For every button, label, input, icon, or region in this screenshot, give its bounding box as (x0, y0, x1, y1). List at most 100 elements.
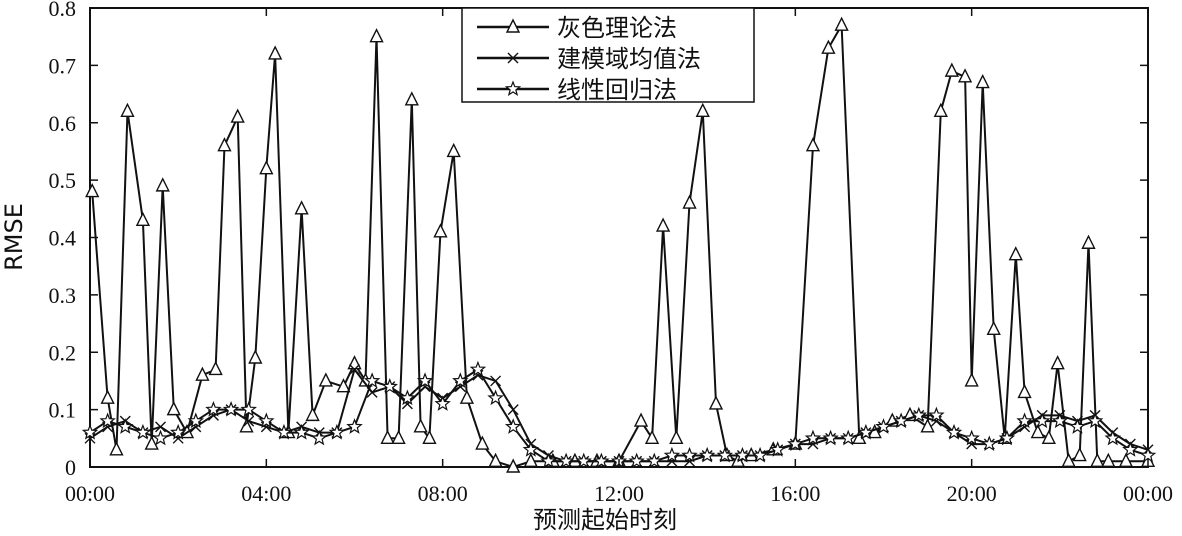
x-tick-label: 08:00 (418, 481, 468, 506)
data-point-triangle (109, 441, 124, 456)
plot-area: 00:00 04:00 08:00 12:00 16:00 20:00 00:0000.10… (49, 0, 1174, 506)
data-point-star (839, 429, 857, 446)
data-point-triangle (975, 74, 990, 89)
data-point-triangle (208, 360, 223, 376)
data-point-star (998, 429, 1016, 446)
data-point-triangle (1008, 246, 1023, 261)
data-point-triangle (433, 223, 448, 238)
data-point-star (910, 406, 928, 423)
data-point-star (152, 429, 169, 446)
legend-label: 建模域均值法 (557, 45, 701, 73)
y-tick-label: 0.4 (49, 226, 77, 251)
data-point-triangle (488, 452, 503, 467)
data-point-star (1016, 412, 1033, 429)
x-tick-label: 20:00 (947, 481, 997, 506)
data-point-triangle (413, 418, 428, 433)
data-point-triangle (475, 435, 490, 450)
data-point-star (169, 423, 187, 440)
data-point-star (981, 435, 998, 452)
data-point-triangle (120, 102, 135, 117)
data-point-star (1139, 446, 1157, 463)
legend-item-x: 建模域均值法 (477, 45, 701, 73)
data-point-star (117, 418, 134, 434)
data-point-star (628, 452, 645, 469)
legend-marker-star (504, 80, 522, 97)
data-point-star (346, 418, 363, 434)
data-point-triangle (459, 389, 475, 404)
data-point-triangle (1061, 452, 1076, 467)
data-point-star (99, 412, 116, 429)
x-tick-label: 00:00 (1123, 481, 1173, 506)
data-point-triangle (259, 160, 274, 175)
data-point-star (1122, 441, 1139, 457)
data-point-star (734, 446, 751, 463)
data-point-star (681, 446, 698, 463)
series-star (81, 360, 1157, 469)
data-point-triangle (305, 406, 320, 422)
data-point-star (875, 418, 892, 434)
data-point-star (416, 372, 434, 388)
data-point-star (187, 412, 205, 429)
data-point-star (646, 452, 663, 469)
data-point-star (892, 412, 910, 429)
data-point-triangle (391, 429, 406, 445)
y-tick-label: 0.8 (49, 0, 77, 21)
data-point-x (155, 421, 167, 433)
y-tick-label: 0.6 (49, 111, 77, 136)
data-point-star (769, 441, 786, 457)
data-point-triangle (986, 320, 1001, 335)
data-point-star (557, 452, 575, 469)
y-tick-label: 0.2 (49, 340, 77, 365)
data-point-triangle (821, 39, 836, 54)
data-point-star (822, 429, 839, 446)
data-point-star (575, 452, 592, 469)
data-point-star (1069, 418, 1086, 434)
data-point-triangle (805, 137, 821, 152)
data-point-star (258, 412, 275, 429)
data-point-x (490, 375, 502, 387)
data-point-star (1104, 429, 1121, 446)
data-point-star (540, 452, 557, 469)
data-point-triangle (85, 183, 100, 198)
data-point-triangle (1030, 424, 1045, 439)
data-point-triangle (1017, 383, 1032, 399)
data-point-triangle (682, 194, 697, 209)
x-tick-label: 12:00 (594, 481, 644, 506)
legend-marker-triangle (505, 18, 521, 33)
data-point-star (593, 452, 610, 469)
data-point-star (1086, 412, 1104, 429)
data-point-triangle (708, 395, 724, 410)
data-point-triangle (100, 389, 115, 404)
data-point-triangle (268, 45, 283, 60)
series-layer (81, 16, 1157, 473)
data-point-triangle (166, 401, 181, 416)
data-point-triangle (1118, 452, 1134, 467)
data-point-star (452, 372, 469, 388)
y-axis-title: RMSE (0, 203, 28, 271)
y-tick-label: 0.7 (49, 53, 77, 78)
data-point-x (349, 363, 360, 375)
legend-item-triangle: 灰色理论法 (477, 14, 677, 42)
data-point-star (381, 378, 399, 394)
legend-label: 线性回归法 (557, 76, 677, 104)
data-point-triangle (633, 412, 649, 427)
data-point-triangle (695, 102, 710, 117)
data-point-triangle (144, 435, 159, 450)
x-axis-title: 预测起始时刻 (533, 506, 677, 534)
data-point-triangle (957, 68, 973, 83)
data-point-star (134, 423, 152, 440)
data-point-triangle (248, 349, 263, 364)
data-point-star (945, 423, 963, 440)
y-tick-label: 0 (65, 455, 76, 480)
data-point-triangle (523, 452, 538, 467)
data-point-triangle (1090, 452, 1105, 467)
x-tick-label: 04:00 (241, 481, 291, 506)
data-point-star (328, 423, 346, 440)
data-point-triangle (230, 108, 245, 123)
data-point-star (751, 446, 769, 463)
y-tick-label: 0.1 (49, 398, 77, 423)
legend-item-star: 线性回归法 (477, 76, 677, 104)
